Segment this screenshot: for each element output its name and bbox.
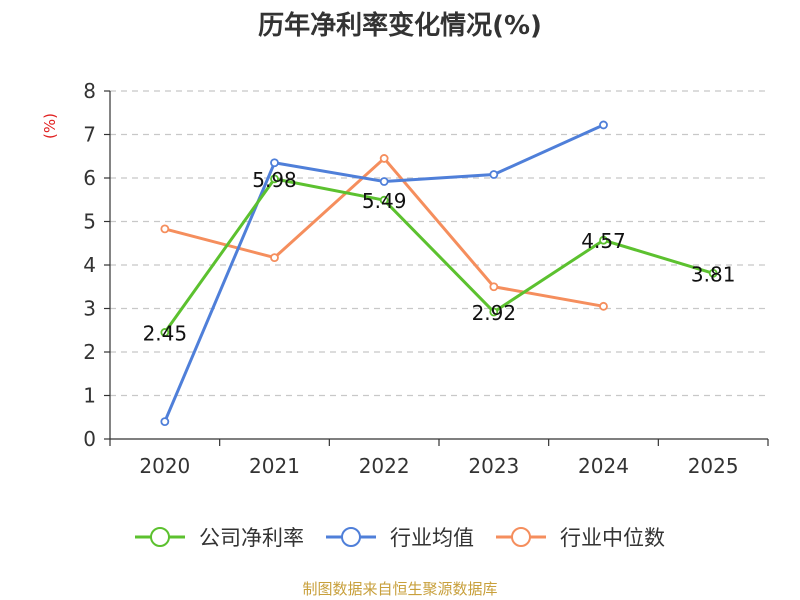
x-tick-label-2022: 2022	[359, 454, 410, 478]
y-tick-label-3: 3	[83, 297, 96, 321]
y-tick-label-4: 4	[83, 253, 96, 277]
series-2-point-2021[interactable]	[270, 253, 279, 263]
series-1-point-2024[interactable]	[599, 120, 608, 130]
y-tick-label-2: 2	[83, 340, 96, 364]
series-1-point-2020[interactable]	[160, 417, 170, 427]
series-2-point-2023[interactable]	[489, 282, 499, 292]
series-1-point-2023[interactable]	[489, 170, 499, 179]
legend-item-0[interactable]: 公司净利率	[135, 526, 304, 550]
x-tick-label-2020: 2020	[139, 454, 190, 478]
legend-label: 行业中位数	[560, 526, 665, 550]
axes: 0 1 2 3 4 5 6 7 8 2020 2021 2022 2023 2024 2025	[83, 79, 769, 478]
data-label-2023: 2.92	[472, 301, 517, 325]
y-tick-label-8: 8	[83, 79, 96, 103]
chart-title: 历年净利率变化情况(%)	[258, 10, 542, 41]
series-1-point-2022[interactable]	[379, 177, 389, 186]
y-tick-label-5: 5	[83, 210, 96, 234]
series-points	[160, 120, 718, 427]
x-tick-label-2025: 2025	[688, 454, 739, 478]
series-0-point-2023[interactable]	[489, 307, 499, 317]
y-tick-label-0: 0	[83, 427, 96, 451]
series-0-point-2024[interactable]	[599, 235, 608, 245]
data-label-2025: 3.81	[691, 262, 736, 286]
series-line-0	[163, 177, 714, 334]
series-2-point-2022[interactable]	[379, 154, 389, 163]
legend-swatch-marker	[511, 527, 531, 547]
series-2-point-2024[interactable]	[599, 301, 608, 311]
series-lines	[163, 123, 714, 423]
legend[interactable]: 公司净利率 行业均值 行业中位数	[135, 526, 665, 550]
x-tick-label-2021: 2021	[249, 454, 300, 478]
series-0-point-2025[interactable]	[708, 268, 718, 278]
y-axis-unit-label: (%)	[41, 113, 59, 139]
data-label-2020: 2.45	[143, 321, 188, 345]
y-tick-label-6: 6	[83, 166, 96, 190]
x-tick-label-2024: 2024	[578, 454, 629, 478]
legend-label: 公司净利率	[199, 526, 304, 550]
source-note: 制图数据来自恒生聚源数据库	[302, 580, 497, 598]
series-0-point-2020[interactable]	[160, 328, 170, 337]
data-label-2024: 4.57	[581, 229, 626, 253]
series-0-point-2021[interactable]	[270, 174, 279, 184]
series-2-point-2020[interactable]	[160, 224, 170, 234]
legend-label: 行业均值	[390, 526, 474, 550]
legend-swatch-marker	[150, 527, 170, 547]
data-label-2021: 5.98	[252, 168, 297, 192]
x-tick-label-2023: 2023	[468, 454, 519, 478]
series-1-point-2021[interactable]	[270, 158, 279, 168]
data-labels: 2.45 5.98 5.49 2.92 4.57 3.81	[143, 168, 736, 346]
data-label-2022: 5.49	[362, 189, 407, 213]
y-tick-label-1: 1	[83, 384, 96, 408]
grid-lines	[110, 90, 768, 397]
legend-item-1[interactable]: 行业均值	[326, 526, 474, 550]
series-line-1	[163, 123, 605, 423]
legend-swatch-marker	[341, 527, 361, 547]
series-0-point-2022[interactable]	[379, 195, 389, 205]
legend-item-2[interactable]: 行业中位数	[496, 526, 665, 550]
y-tick-label-7: 7	[83, 123, 96, 147]
